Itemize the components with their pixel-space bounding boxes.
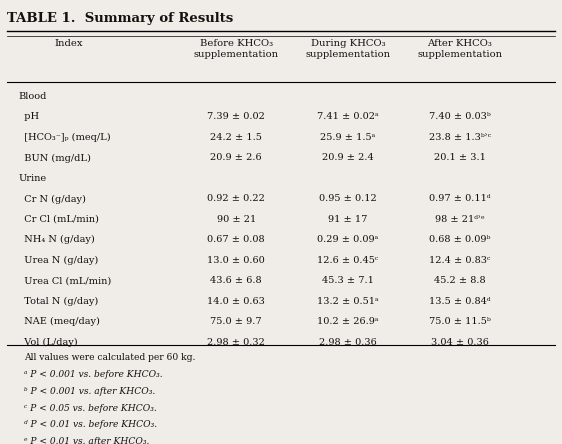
Text: [HCO₃⁻]ₚ (meq/L): [HCO₃⁻]ₚ (meq/L) (18, 133, 111, 142)
Text: 14.0 ± 0.63: 14.0 ± 0.63 (207, 297, 265, 306)
Text: 10.2 ± 26.9ᵃ: 10.2 ± 26.9ᵃ (318, 317, 379, 326)
Text: Urea Cl (mL/min): Urea Cl (mL/min) (18, 276, 111, 285)
Text: 20.9 ± 2.6: 20.9 ± 2.6 (210, 154, 262, 163)
Text: Index: Index (55, 39, 83, 48)
Text: NAE (meq/day): NAE (meq/day) (18, 317, 100, 326)
Text: 75.0 ± 9.7: 75.0 ± 9.7 (210, 317, 262, 326)
Text: 13.5 ± 0.84ᵈ: 13.5 ± 0.84ᵈ (429, 297, 491, 306)
Text: 25.9 ± 1.5ᵃ: 25.9 ± 1.5ᵃ (320, 133, 376, 142)
Text: Total N (g/day): Total N (g/day) (18, 297, 98, 306)
Text: 45.2 ± 8.8: 45.2 ± 8.8 (434, 276, 486, 285)
Text: ᵃ P < 0.001 vs. before KHCO₃.: ᵃ P < 0.001 vs. before KHCO₃. (24, 370, 162, 379)
Text: pH: pH (18, 112, 39, 122)
Text: 7.39 ± 0.02: 7.39 ± 0.02 (207, 112, 265, 122)
Text: 98 ± 21ᵈʾᵉ: 98 ± 21ᵈʾᵉ (435, 215, 485, 224)
Text: BUN (mg/dL): BUN (mg/dL) (18, 154, 91, 163)
Text: 2.98 ± 0.32: 2.98 ± 0.32 (207, 338, 265, 347)
Text: Urine: Urine (18, 174, 46, 183)
Text: 90 ± 21: 90 ± 21 (216, 215, 256, 224)
Text: 20.9 ± 2.4: 20.9 ± 2.4 (322, 154, 374, 163)
Text: 13.2 ± 0.51ᵃ: 13.2 ± 0.51ᵃ (318, 297, 379, 306)
Text: 7.41 ± 0.02ᵃ: 7.41 ± 0.02ᵃ (318, 112, 379, 122)
Text: 0.67 ± 0.08: 0.67 ± 0.08 (207, 235, 265, 244)
Text: 23.8 ± 1.3ᵇʾᶜ: 23.8 ± 1.3ᵇʾᶜ (429, 133, 491, 142)
Text: 0.29 ± 0.09ᵃ: 0.29 ± 0.09ᵃ (318, 235, 379, 244)
Text: Cr N (g/day): Cr N (g/day) (18, 194, 86, 203)
Text: Vol (L/day): Vol (L/day) (18, 338, 78, 347)
Text: NH₄ N (g/day): NH₄ N (g/day) (18, 235, 95, 245)
Text: 0.95 ± 0.12: 0.95 ± 0.12 (319, 194, 377, 203)
Text: ᵈ P < 0.01 vs. before KHCO₃.: ᵈ P < 0.01 vs. before KHCO₃. (24, 420, 157, 429)
Text: Blood: Blood (18, 92, 47, 101)
Text: Cr Cl (mL/min): Cr Cl (mL/min) (18, 215, 99, 224)
Text: All values were calculated per 60 kg.: All values were calculated per 60 kg. (24, 353, 195, 362)
Text: TABLE 1.  Summary of Results: TABLE 1. Summary of Results (7, 12, 233, 25)
Text: Before KHCO₃
supplementation: Before KHCO₃ supplementation (194, 39, 279, 59)
Text: ᵇ P < 0.001 vs. after KHCO₃.: ᵇ P < 0.001 vs. after KHCO₃. (24, 387, 155, 396)
Text: 13.0 ± 0.60: 13.0 ± 0.60 (207, 256, 265, 265)
Text: 43.6 ± 6.8: 43.6 ± 6.8 (210, 276, 262, 285)
Text: After KHCO₃
supplementation: After KHCO₃ supplementation (418, 39, 502, 59)
Text: 2.98 ± 0.36: 2.98 ± 0.36 (319, 338, 377, 347)
Text: 0.92 ± 0.22: 0.92 ± 0.22 (207, 194, 265, 203)
Text: 3.04 ± 0.36: 3.04 ± 0.36 (431, 338, 489, 347)
Text: ᶜ P < 0.05 vs. before KHCO₃.: ᶜ P < 0.05 vs. before KHCO₃. (24, 404, 156, 412)
Text: 45.3 ± 7.1: 45.3 ± 7.1 (322, 276, 374, 285)
Text: 12.4 ± 0.83ᶜ: 12.4 ± 0.83ᶜ (429, 256, 491, 265)
Text: 75.0 ± 11.5ᵇ: 75.0 ± 11.5ᵇ (429, 317, 491, 326)
Text: During KHCO₃
supplementation: During KHCO₃ supplementation (306, 39, 391, 59)
Text: 0.68 ± 0.09ᵇ: 0.68 ± 0.09ᵇ (429, 235, 491, 244)
Text: ᵉ P < 0.01 vs. after KHCO₃.: ᵉ P < 0.01 vs. after KHCO₃. (24, 437, 149, 444)
Text: 0.97 ± 0.11ᵈ: 0.97 ± 0.11ᵈ (429, 194, 491, 203)
Text: 7.40 ± 0.03ᵇ: 7.40 ± 0.03ᵇ (429, 112, 491, 122)
Text: 91 ± 17: 91 ± 17 (328, 215, 368, 224)
Text: 20.1 ± 3.1: 20.1 ± 3.1 (434, 154, 486, 163)
Text: Urea N (g/day): Urea N (g/day) (18, 256, 98, 265)
Text: 12.6 ± 0.45ᶜ: 12.6 ± 0.45ᶜ (318, 256, 379, 265)
Text: 24.2 ± 1.5: 24.2 ± 1.5 (210, 133, 262, 142)
